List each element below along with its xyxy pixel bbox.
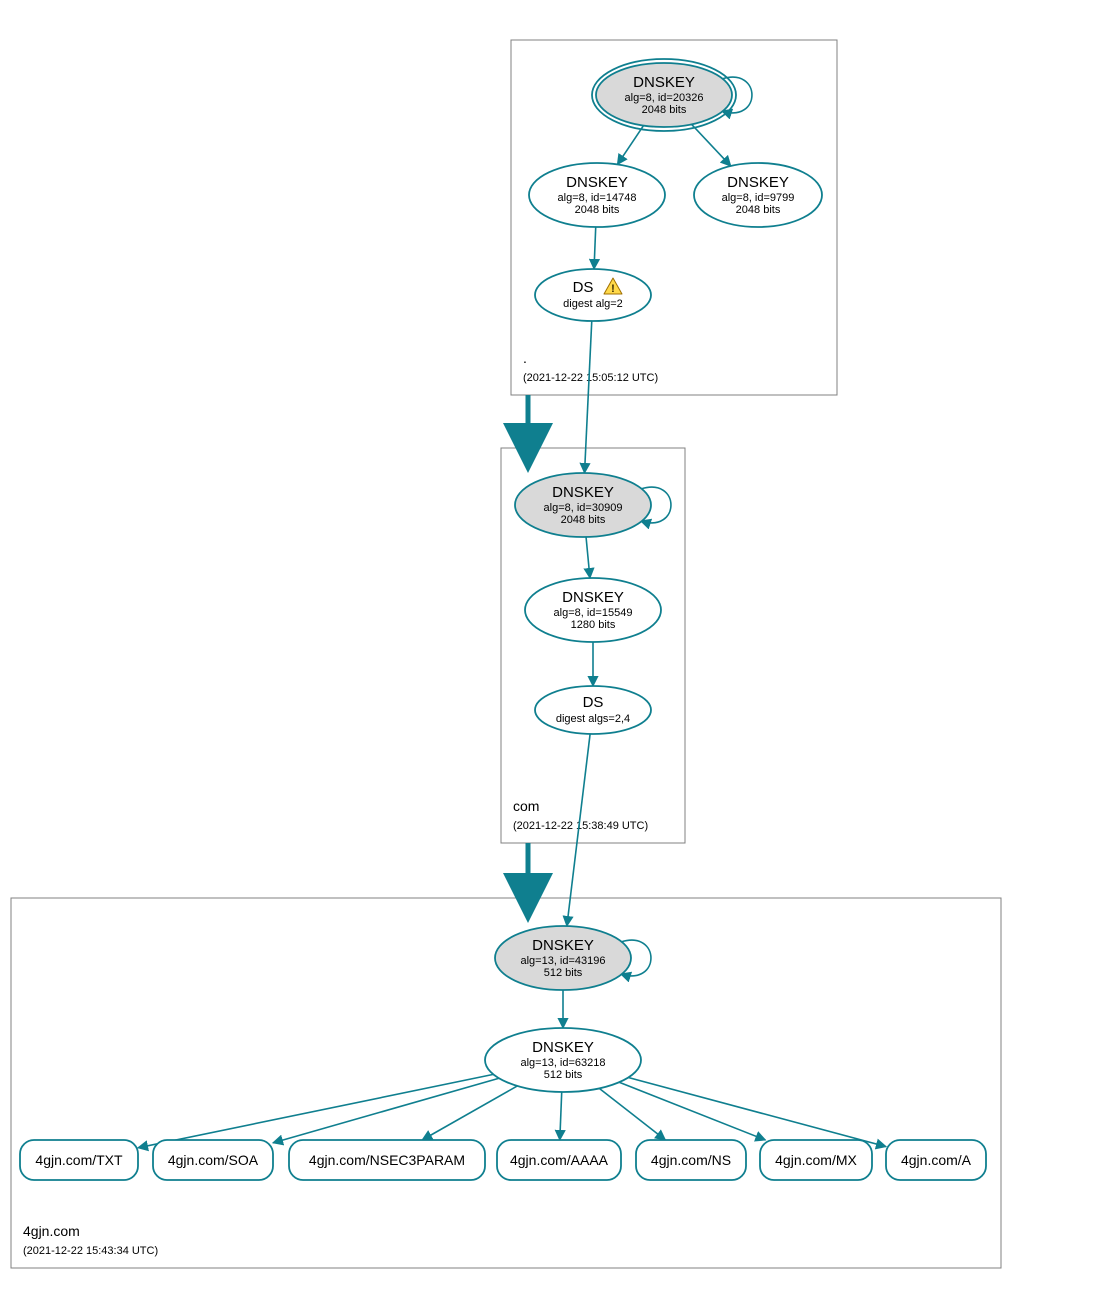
node-subtitle: alg=8, id=20326 bbox=[625, 92, 704, 104]
edge bbox=[585, 321, 592, 473]
node-title: DNSKEY bbox=[633, 74, 695, 91]
node-rr_a: 4gjn.com/A bbox=[886, 1140, 986, 1180]
rr-label: 4gjn.com/MX bbox=[775, 1152, 857, 1168]
node-subtitle2: 2048 bits bbox=[575, 204, 620, 216]
edge bbox=[560, 1092, 562, 1140]
node-title: DNSKEY bbox=[566, 174, 628, 191]
node-subtitle: alg=8, id=14748 bbox=[558, 192, 637, 204]
edge bbox=[586, 537, 590, 578]
node-rr_soa: 4gjn.com/SOA bbox=[153, 1140, 273, 1180]
node-subtitle: alg=13, id=43196 bbox=[520, 955, 605, 967]
edge bbox=[138, 1074, 493, 1147]
zone-title: . bbox=[523, 350, 527, 366]
node-subtitle2: 512 bits bbox=[544, 967, 583, 979]
node-title: DNSKEY bbox=[532, 937, 594, 954]
edge bbox=[692, 124, 731, 166]
node-d_zsk: DNSKEYalg=13, id=63218512 bits bbox=[485, 1028, 641, 1092]
node-com_ksk: DNSKEYalg=8, id=309092048 bits bbox=[515, 473, 651, 537]
node-rr_nsec: 4gjn.com/NSEC3PARAM bbox=[289, 1140, 485, 1180]
edge bbox=[273, 1078, 499, 1143]
edge bbox=[594, 227, 596, 269]
node-root_zsk1: DNSKEYalg=8, id=147482048 bits bbox=[529, 163, 665, 227]
node-subtitle2: 2048 bits bbox=[642, 104, 687, 116]
node-title: DNSKEY bbox=[727, 174, 789, 191]
node-subtitle2: 1280 bits bbox=[571, 619, 616, 631]
node-subtitle2: 512 bits bbox=[544, 1069, 583, 1081]
edge bbox=[617, 126, 643, 165]
rr-label: 4gjn.com/AAAA bbox=[510, 1152, 609, 1168]
node-rr_txt: 4gjn.com/TXT bbox=[20, 1140, 138, 1180]
zone-timestamp: (2021-12-22 15:05:12 UTC) bbox=[523, 372, 658, 384]
zone-timestamp: (2021-12-22 15:38:49 UTC) bbox=[513, 820, 648, 832]
node-subtitle: alg=8, id=15549 bbox=[554, 607, 633, 619]
node-title: DNSKEY bbox=[552, 484, 614, 501]
node-root_ksk: DNSKEYalg=8, id=203262048 bits bbox=[592, 59, 736, 131]
node-title: DNSKEY bbox=[532, 1039, 594, 1056]
node-title: DS bbox=[583, 694, 604, 711]
node-title: DS bbox=[573, 279, 594, 296]
node-title: DNSKEY bbox=[562, 589, 624, 606]
zone-title: com bbox=[513, 798, 539, 814]
node-rr_mx: 4gjn.com/MX bbox=[760, 1140, 872, 1180]
rr-label: 4gjn.com/SOA bbox=[168, 1152, 259, 1168]
rr-label: 4gjn.com/NSEC3PARAM bbox=[309, 1152, 465, 1168]
node-d_ksk: DNSKEYalg=13, id=43196512 bits bbox=[495, 926, 631, 990]
dnssec-graph: . (2021-12-22 15:05:12 UTC) com (2021-12-22… bbox=[0, 0, 1119, 1299]
rr-label: 4gjn.com/NS bbox=[651, 1152, 731, 1168]
node-subtitle: alg=8, id=30909 bbox=[544, 502, 623, 514]
node-subtitle2: 2048 bits bbox=[561, 514, 606, 526]
edge bbox=[422, 1086, 517, 1140]
node-subtitle: alg=8, id=9799 bbox=[722, 192, 795, 204]
node-subtitle2: 2048 bits bbox=[736, 204, 781, 216]
zone-title: 4gjn.com bbox=[23, 1223, 80, 1239]
node-subtitle: alg=13, id=63218 bbox=[520, 1057, 605, 1069]
rr-label: 4gjn.com/A bbox=[901, 1152, 972, 1168]
node-subtitle: digest algs=2,4 bbox=[556, 713, 630, 725]
node-com_zsk: DNSKEYalg=8, id=155491280 bits bbox=[525, 578, 661, 642]
node-subtitle: digest alg=2 bbox=[563, 298, 623, 310]
node-root_ds: DS digest alg=2! bbox=[535, 269, 651, 321]
node-root_zsk2: DNSKEYalg=8, id=97992048 bits bbox=[694, 163, 822, 227]
edge bbox=[619, 1082, 765, 1140]
node-rr_aaaa: 4gjn.com/AAAA bbox=[497, 1140, 621, 1180]
node-com_ds: DS digest algs=2,4 bbox=[535, 686, 651, 734]
node-rr_ns: 4gjn.com/NS bbox=[636, 1140, 746, 1180]
rr-label: 4gjn.com/TXT bbox=[35, 1152, 123, 1168]
zone-timestamp: (2021-12-22 15:43:34 UTC) bbox=[23, 1245, 158, 1257]
warning-icon-mark: ! bbox=[611, 283, 615, 295]
